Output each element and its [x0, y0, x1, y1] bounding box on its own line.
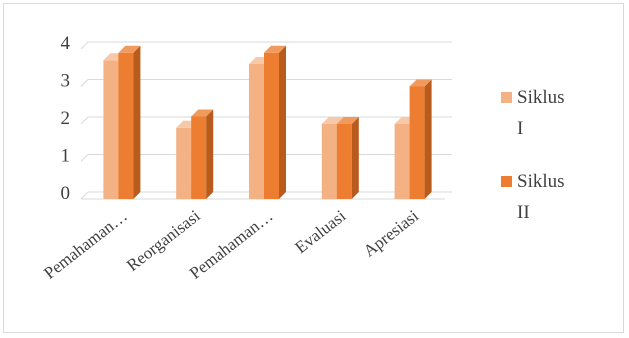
bar-siklus-ii [336, 117, 359, 199]
legend: Siklus I Siklus II [501, 87, 565, 223]
legend-label: I [517, 118, 523, 139]
bar-siklus-ii [191, 109, 214, 199]
legend-swatch [501, 176, 512, 187]
y-tick-label: 3 [61, 71, 71, 92]
bar-siklus-ii [409, 79, 432, 199]
y-axis-ticks: 0 1 2 3 4 [61, 33, 71, 204]
y-tick-label: 1 [61, 146, 71, 167]
legend-label: Siklus [517, 171, 565, 192]
y-tick-label: 2 [61, 108, 71, 129]
legend-item: Siklus II [501, 171, 565, 223]
gridline-depth [80, 191, 89, 200]
legend-item: Siklus I [501, 87, 565, 139]
legend-swatch [501, 92, 512, 103]
y-tick-label: 4 [61, 33, 71, 54]
bars [103, 45, 432, 199]
x-category-label: Apresiasi [360, 206, 423, 261]
bar-siklus-ii [264, 45, 286, 199]
gridline-depth [80, 41, 89, 50]
x-category-label: Evaluasi [291, 206, 349, 257]
bar-siklus-ii [118, 45, 141, 199]
legend-label: II [517, 202, 530, 223]
legend-label: Siklus [517, 87, 565, 108]
gridline-depth [80, 154, 89, 162]
gridline-depth [80, 79, 89, 87]
y-tick-label: 0 [61, 183, 71, 204]
gridline-depth [80, 116, 89, 125]
x-category-label: Pemahaman… [40, 206, 131, 283]
